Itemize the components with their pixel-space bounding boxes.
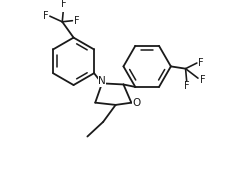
Text: F: F: [197, 58, 203, 68]
Text: F: F: [74, 16, 79, 26]
Text: F: F: [199, 75, 204, 85]
Text: O: O: [132, 98, 140, 108]
Text: F: F: [43, 11, 48, 21]
Text: N: N: [98, 76, 106, 86]
Text: F: F: [60, 0, 66, 9]
Text: F: F: [183, 81, 189, 91]
